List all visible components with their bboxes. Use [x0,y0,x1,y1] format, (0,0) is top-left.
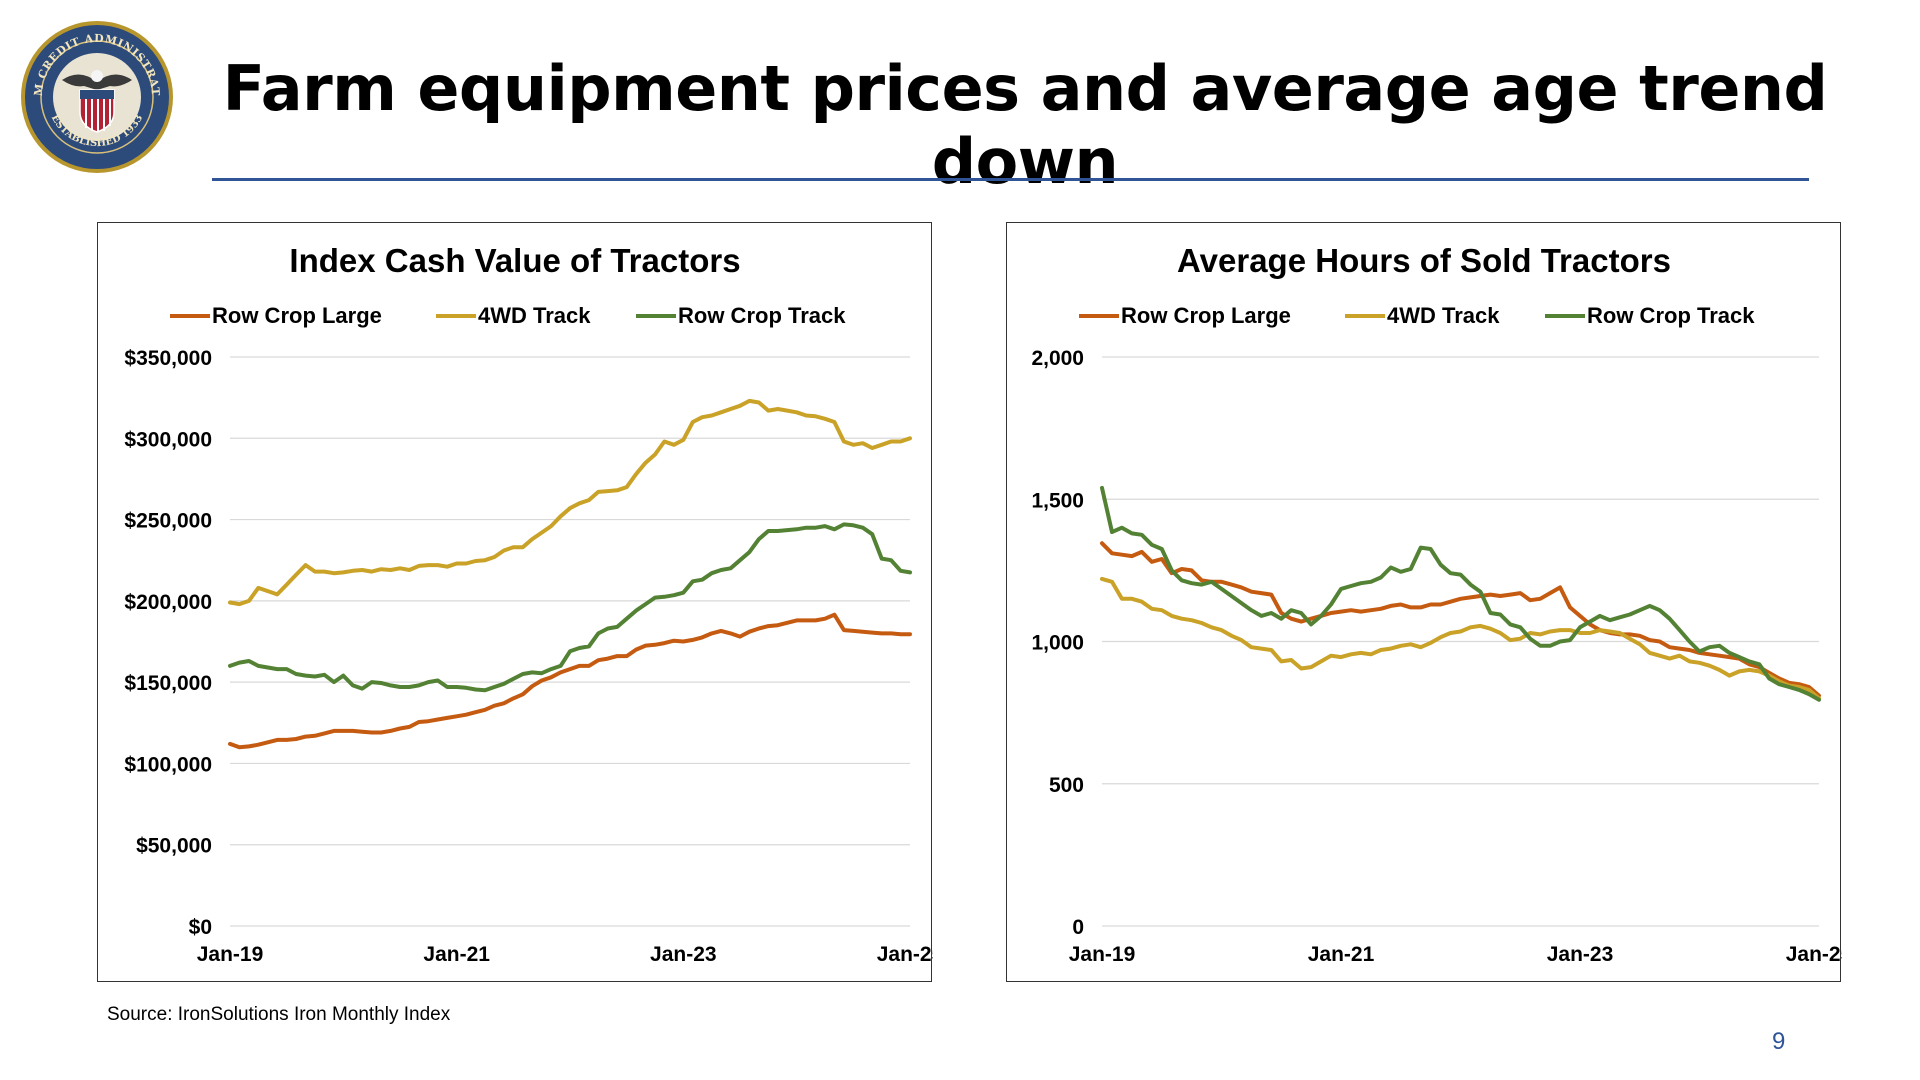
y-tick-label: $200,000 [124,591,212,614]
y-tick-label: 2,000 [1031,347,1084,370]
chart-title: Average Hours of Sold Tractors [1177,242,1671,279]
y-tick-label: $150,000 [124,672,212,695]
x-tick-label: Jan-23 [1547,943,1614,966]
series-line [1100,485,1821,702]
series-line [1100,541,1821,698]
cash-value-chart-svg: Index Cash Value of Tractors $0 $50,000 $10… [124,242,933,966]
page-number: 9 [1772,1028,1786,1055]
series-line [1100,576,1821,701]
legend-label: 4WD Track [1387,303,1500,328]
x-tick-label: Jan-19 [197,943,264,966]
chart-title: Index Cash Value of Tractors [289,242,740,279]
y-tick-label: 500 [1049,774,1084,797]
legend-label: Row Crop Large [1121,303,1291,328]
x-tick-label: Jan-19 [1069,943,1136,966]
legend-label: Row Crop Track [678,303,846,328]
x-tick-label: Jan-21 [423,943,490,966]
cash-value-chart: Index Cash Value of Tractors $0 $50,000 $10… [97,222,933,982]
x-tick-label: Jan-25 [1786,943,1842,966]
average-hours-chart: Average Hours of Sold Tractors 0 500 1,000 1… [1006,222,1842,982]
x-tick-label: Jan-23 [650,943,717,966]
legend-label: Row Crop Track [1587,303,1755,328]
source-note: Source: IronSolutions Iron Monthly Index [107,1004,451,1025]
page-title: Farm equipment prices and average age tr… [222,52,1828,198]
x-tick-label: Jan-21 [1308,943,1375,966]
y-tick-label: 1,500 [1031,489,1084,512]
series-line [228,612,912,750]
y-tick-label: $100,000 [124,753,212,776]
series-line [228,522,912,693]
y-tick-label: $0 [189,916,212,939]
average-hours-chart-svg: Average Hours of Sold Tractors 0 500 1,000 1… [1031,242,1842,966]
y-tick-label: $350,000 [124,347,212,370]
legend-label: 4WD Track [478,303,591,328]
x-tick-label: Jan-25 [877,943,933,966]
legend-label: Row Crop Large [212,303,382,328]
y-tick-label: $50,000 [136,835,212,858]
series-line [228,398,912,607]
y-tick-label: 0 [1072,916,1084,939]
y-tick-label: $250,000 [124,510,212,533]
y-tick-label: 1,000 [1031,632,1084,655]
title-rule [212,178,1809,181]
fca-seal-logo: FARM CREDIT ADMINISTRATION ESTABLISHED 1… [20,20,173,173]
y-tick-label: $300,000 [124,428,212,451]
